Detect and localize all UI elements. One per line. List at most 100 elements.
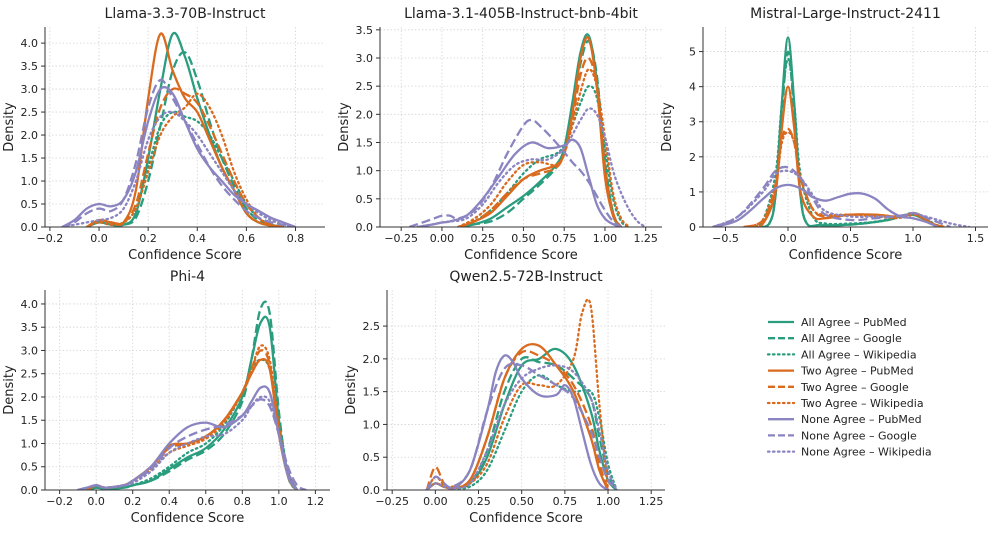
y-tick-label: 1.5	[356, 136, 374, 149]
x-tick-label: 0.6	[238, 232, 256, 245]
y-tick-label: 1.5	[363, 386, 381, 399]
series-line	[711, 169, 971, 227]
series-line	[61, 110, 297, 227]
y-tick-label: 4.0	[21, 37, 39, 50]
x-tick-label: 0.8	[234, 495, 252, 508]
series-line	[451, 354, 609, 490]
series-group	[76, 300, 307, 490]
y-tick-label: 1.5	[21, 414, 39, 427]
x-axis-label: Confidence Score	[131, 511, 245, 526]
y-tick-label: 4.0	[21, 298, 39, 311]
series-line	[416, 107, 647, 227]
y-tick-label: 0.5	[21, 198, 39, 211]
legend-label: None Agree – PubMed	[801, 413, 922, 426]
subplot-4: −0.2 0.0 0.2 0.4 0.6 0.8 1.0 1.2 0.0 0.5 1.0 1.5 2.0…	[2, 269, 330, 526]
x-tick-label: 1.25	[633, 232, 658, 245]
legend-label: All Agree – PubMed	[801, 316, 907, 329]
y-tick-label: 0	[689, 221, 696, 234]
legend-label: None Agree – Wikipedia	[801, 446, 932, 459]
x-tick-label: 0.25	[466, 495, 491, 508]
y-tick-label: 3	[689, 116, 696, 129]
x-tick-label: 1.2	[307, 495, 325, 508]
series-line	[86, 300, 299, 490]
y-tick-label: 0.0	[363, 484, 381, 497]
series-group	[425, 298, 618, 490]
y-tick-label: 2.0	[363, 353, 381, 366]
x-tick-label: 0.4	[160, 495, 178, 508]
subplot-title: Qwen2.5-72B-Instruct	[449, 269, 603, 285]
x-tick-label: 0.0	[90, 232, 108, 245]
y-tick-label: 2.0	[356, 108, 374, 121]
x-tick-label: 0.5	[842, 232, 860, 245]
series-line	[425, 364, 618, 490]
y-tick-label: 1.0	[21, 175, 39, 188]
legend-label: Two Agree – Wikipedia	[800, 397, 924, 410]
y-tick-label: 2.0	[21, 129, 39, 142]
legend-label: None Agree – Google	[801, 429, 917, 442]
y-tick-label: 3.0	[356, 52, 374, 65]
y-tick-label: 2.5	[21, 368, 39, 381]
x-tick-label: −0.5	[712, 232, 739, 245]
y-tick-label: 0.0	[21, 484, 39, 497]
x-tick-label: 0.00	[423, 495, 448, 508]
x-tick-label: 0.75	[553, 495, 578, 508]
x-tick-label: 1.25	[639, 495, 664, 508]
subplot-1: −0.2 0.0 0.2 0.4 0.6 0.80.00.51.01.52.02.53.0…	[2, 6, 325, 263]
series-line	[61, 78, 296, 227]
series-line	[86, 51, 284, 227]
x-tick-label: 0.0	[87, 495, 105, 508]
x-tick-label: 0.4	[189, 232, 207, 245]
y-tick-label: 1.0	[21, 437, 39, 450]
x-tick-label: 0.2	[124, 495, 142, 508]
x-tick-label: 0.50	[511, 232, 536, 245]
y-axis-label: Density	[344, 365, 359, 415]
y-tick-label: 3.0	[21, 344, 39, 357]
y-axis-label: Density	[2, 102, 17, 152]
legend-label: Two Agree – Google	[800, 381, 909, 394]
y-tick-label: 3.5	[356, 24, 374, 37]
y-tick-label: 1	[689, 186, 696, 199]
y-tick-label: 0.0	[356, 221, 374, 234]
series-line	[425, 355, 618, 490]
series-group	[408, 33, 647, 227]
x-tick-label: 0.00	[430, 232, 455, 245]
series-line	[408, 118, 622, 227]
y-tick-label: 0.5	[363, 451, 381, 464]
x-tick-label: 0.0	[779, 232, 797, 245]
x-tick-label: 1.5	[967, 232, 985, 245]
series-line	[85, 344, 299, 490]
x-tick-label: 0.6	[197, 495, 215, 508]
x-axis-label: Confidence Score	[789, 248, 903, 263]
x-tick-label: 0.25	[470, 232, 495, 245]
subplot-3: −0.5 0.0 0.5 1.0 1.5 0 1 2 3 4 5 Mistral-Large-Inst…	[660, 6, 988, 263]
y-tick-label: 2.0	[21, 391, 39, 404]
series-line	[425, 298, 610, 490]
series-line	[86, 87, 284, 227]
series-line	[76, 395, 299, 490]
subplot-title: Llama-3.3-70B-Instruct	[105, 6, 266, 22]
x-tick-label: −0.2	[37, 232, 64, 245]
y-tick-label: 3.5	[21, 321, 39, 334]
legend-label: All Agree – Wikipedia	[801, 348, 917, 361]
series-line	[425, 362, 618, 490]
x-tick-label: 0.2	[139, 232, 157, 245]
x-tick-label: −0.2	[46, 495, 73, 508]
y-tick-label: 2.5	[363, 320, 381, 333]
series-group	[711, 36, 971, 227]
legend-label: All Agree – Google	[801, 332, 902, 345]
series-line	[86, 32, 284, 227]
series-line	[77, 385, 299, 490]
y-tick-label: 2.5	[21, 106, 39, 119]
y-axis-label: Density	[660, 102, 675, 152]
series-line	[86, 31, 284, 227]
x-tick-label: 0.50	[509, 495, 534, 508]
subplot-2: −0.25 0.00 0.25 0.50 0.75 1.00 1.25 0.0 0.5 1.0 1.…	[337, 6, 662, 263]
series-line	[61, 85, 296, 227]
y-tick-label: 3.5	[21, 60, 39, 73]
x-tick-label: −0.25	[384, 232, 418, 245]
x-axis-label: Confidence Score	[128, 248, 242, 263]
x-tick-label: −0.25	[375, 495, 409, 508]
y-tick-label: 0.0	[21, 221, 39, 234]
x-axis-label: Confidence Score	[469, 511, 583, 526]
